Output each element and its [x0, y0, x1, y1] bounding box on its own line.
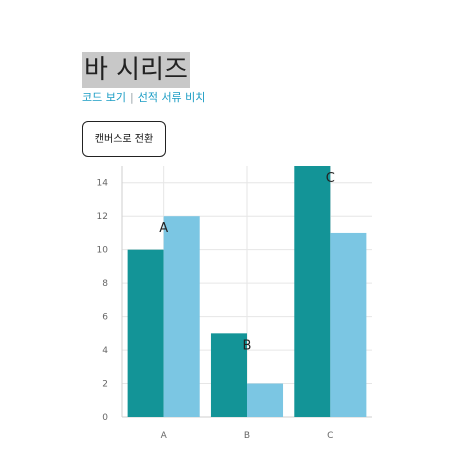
link-separator: | — [129, 91, 134, 104]
y-tick-label: 6 — [102, 313, 108, 323]
switch-to-canvas-button[interactable]: 캔버스로 전환 — [82, 121, 166, 157]
bar-data-label: C — [326, 171, 335, 186]
y-tick-label: 14 — [97, 179, 109, 189]
bar-data-label: A — [159, 221, 168, 236]
bar-data-label: B — [243, 338, 252, 353]
y-tick-label: 8 — [102, 279, 108, 289]
link-bar: 코드 보기 | 선적 서류 비치 — [82, 91, 205, 105]
x-tick-label: A — [161, 431, 168, 441]
bar-series-2-c — [330, 232, 367, 417]
declarative-link[interactable]: 선적 서류 비치 — [137, 91, 206, 104]
x-tick-label: B — [244, 431, 250, 441]
y-tick-label: 12 — [97, 212, 108, 222]
x-tick-label: C — [327, 431, 333, 441]
bar-series-2-a — [163, 216, 200, 417]
view-code-link[interactable]: 코드 보기 — [82, 91, 126, 104]
y-tick-label: 10 — [97, 246, 109, 256]
y-tick-label: 2 — [102, 380, 108, 390]
bar-series-2-b — [247, 383, 284, 417]
bar-series-1-c — [294, 166, 331, 417]
y-tick-label: 4 — [102, 346, 108, 356]
bar-series-1-a — [127, 249, 164, 417]
bar-series-1-b — [210, 333, 247, 417]
page-title: 바 시리즈 — [82, 52, 190, 88]
y-tick-label: 0 — [102, 413, 108, 423]
